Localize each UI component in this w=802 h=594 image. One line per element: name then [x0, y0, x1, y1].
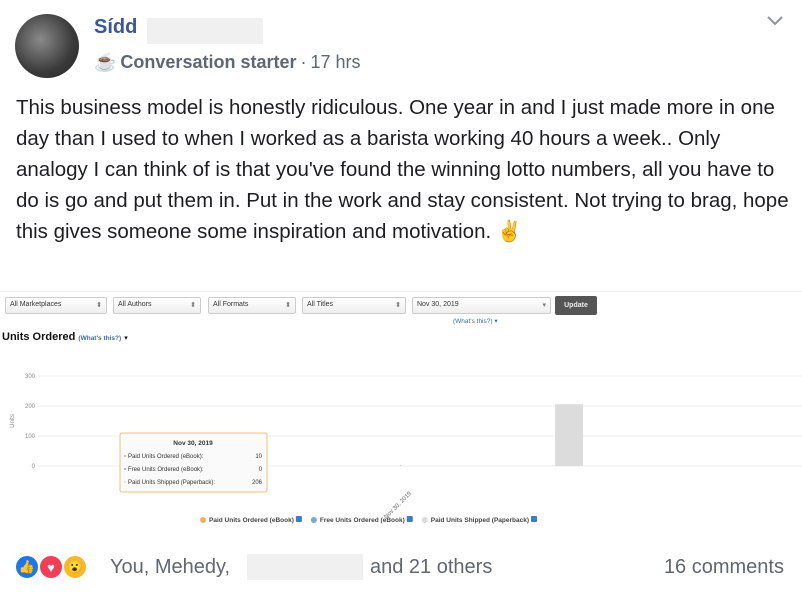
bar-free-ebook — [400, 465, 401, 466]
legend-marker — [421, 517, 428, 523]
y-tick-label: 200 — [25, 404, 36, 410]
tooltip-marker — [124, 468, 126, 470]
redacted-name — [247, 554, 363, 580]
redacted-name — [147, 18, 263, 44]
legend-marker — [200, 517, 206, 523]
tooltip-value: 206 — [252, 480, 263, 486]
chevron-down-icon[interactable] — [766, 14, 784, 32]
reactions-bar: 👍 ♥ 😮 You, Mehedy, and 21 others 16 comm… — [0, 548, 802, 588]
tooltip-marker — [124, 481, 126, 483]
section-title: Units Ordered (What's this?) ▾ — [2, 331, 128, 343]
tooltip — [119, 432, 268, 493]
y-tick-label: 0 — [32, 464, 36, 470]
x-tick-label: Nov 30, 2019 — [383, 491, 413, 521]
coffee-cup-icon: ☕ — [94, 52, 117, 72]
tooltip-value: 10 — [255, 454, 262, 460]
badge-label[interactable]: Conversation starter — [120, 52, 297, 72]
post-meta: ☕ Conversation starter · 17 hrs — [94, 52, 361, 73]
comments-count[interactable]: 16 comments — [663, 556, 784, 578]
legend-label: Paid Units Ordered (eBook) — [209, 517, 294, 524]
bar-paperback — [555, 404, 583, 466]
tooltip-label: Free Units Ordered (eBook): — [128, 467, 204, 473]
titles-select[interactable]: All Titles ⬍ — [302, 297, 406, 314]
date-select[interactable]: Nov 30, 2019 ▾ — [412, 297, 551, 314]
y-tick-label: 300 — [25, 374, 36, 380]
tooltip-marker — [124, 455, 126, 457]
timestamp[interactable]: 17 hrs — [310, 52, 361, 72]
report-screenshot: All Marketplaces ⬍ All Authors ⬍ All Forma… — [0, 291, 802, 531]
reaction-others[interactable]: and 21 others — [370, 556, 493, 578]
tooltip-label: Paid Units Shipped (Paperback): — [128, 480, 215, 486]
authors-select[interactable]: All Authors ⬍ — [113, 297, 201, 314]
legend-marker — [310, 517, 317, 523]
legend-checkbox[interactable] — [531, 516, 538, 522]
y-axis-label: Units — [10, 414, 16, 428]
tooltip-title: Nov 30, 2019 — [173, 440, 213, 447]
wow-icon[interactable]: 😮 — [62, 554, 88, 580]
tooltip-label: Paid Units Ordered (eBook): — [128, 454, 204, 460]
whats-this-link[interactable]: (What's this?) — [78, 335, 122, 342]
marketplace-select[interactable]: All Marketplaces ⬍ — [5, 297, 107, 314]
legend-label: Paid Units Shipped (Paperback) — [431, 517, 529, 524]
update-button[interactable]: Update — [555, 296, 597, 315]
avatar[interactable] — [15, 14, 79, 78]
tooltip-value: 0 — [259, 467, 263, 473]
reaction-names[interactable]: You, Mehedy, — [110, 556, 231, 578]
separator: · — [300, 52, 307, 72]
like-icon[interactable]: 👍 — [14, 554, 40, 580]
post-text: This business model is honestly ridiculo… — [16, 96, 789, 243]
y-tick-label: 100 — [25, 434, 36, 440]
whats-this-link[interactable]: (What's this?) ▾ — [453, 318, 498, 325]
legend-checkbox[interactable] — [406, 516, 413, 522]
legend-checkbox[interactable] — [295, 516, 302, 522]
love-icon[interactable]: ♥ — [38, 554, 64, 580]
formats-select[interactable]: All Formats ⬍ — [208, 297, 296, 314]
author-name[interactable]: Sídd — [94, 16, 138, 38]
legend-label: Free Units Ordered (eBook) — [320, 517, 405, 524]
